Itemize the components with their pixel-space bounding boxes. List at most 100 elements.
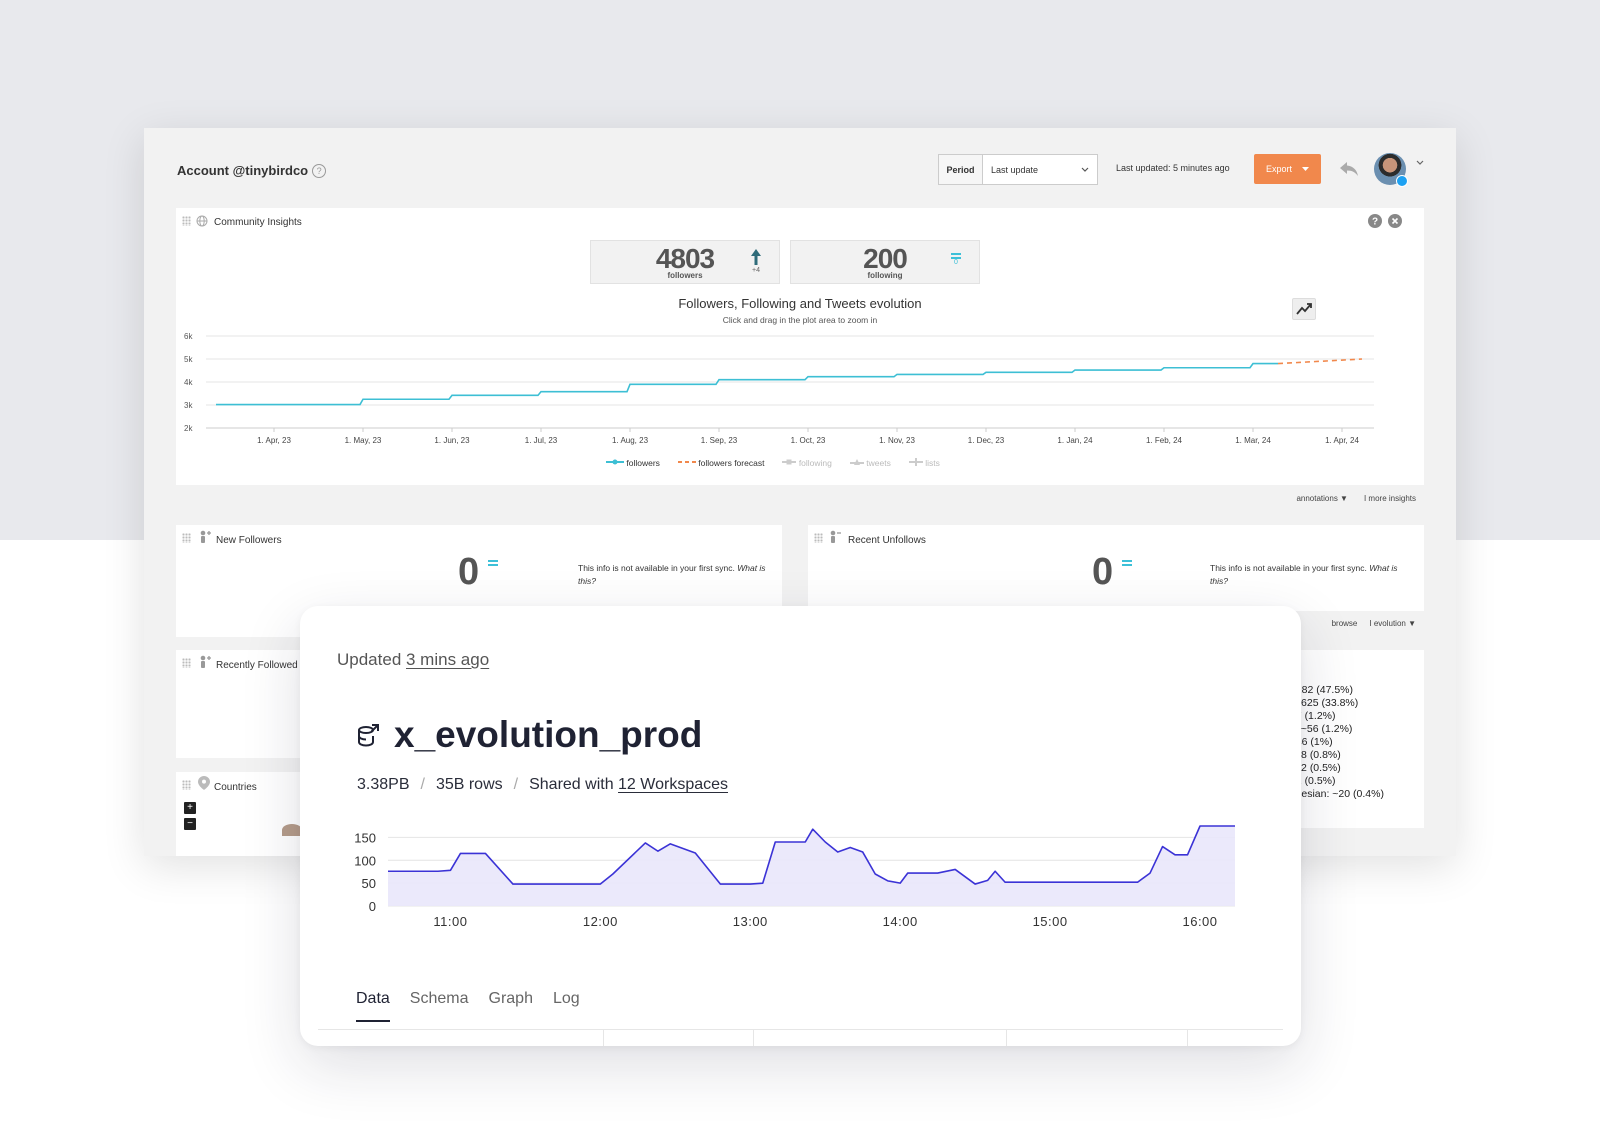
datasource-meta: 3.38PB / 35B rows / Shared with 12 Works… [357, 776, 728, 794]
panel-title: Recent Unfollows [848, 535, 926, 546]
y-tick-label: 50 [362, 876, 376, 891]
x-tick-label: 1. Jun, 23 [434, 436, 470, 445]
arrow-up-icon [751, 249, 761, 265]
tab-log[interactable]: Log [552, 990, 580, 1007]
info-message: This info is not available in your first… [1210, 563, 1367, 573]
browse-link[interactable]: browse [1331, 619, 1358, 628]
updated-prefix: Updated [337, 650, 406, 669]
tabs-divider [318, 1029, 1283, 1030]
y-tick-label: 2k [184, 424, 193, 433]
column-divider [753, 1030, 754, 1046]
dashboard-header: Account @tinybirdco? Period Last update … [144, 128, 1456, 208]
following-stat: 200 following 0 [790, 240, 980, 284]
updated-time-link[interactable]: 3 mins ago [406, 650, 490, 669]
datasource-tabs: Data Schema Graph Log [356, 990, 580, 1022]
drag-handle-icon[interactable] [182, 780, 191, 790]
x-tick-label: 13:00 [733, 914, 768, 929]
chevron-down-icon[interactable] [1416, 160, 1424, 166]
following-delta: 0 [954, 259, 958, 266]
twitter-bird-icon [1396, 175, 1408, 187]
x-tick-label: 1. Oct, 23 [791, 436, 826, 445]
x-tick-label: 1. Sep, 23 [701, 436, 738, 445]
export-button[interactable]: Export [1254, 154, 1321, 184]
what-is-this-link[interactable]: What is this? [1210, 563, 1398, 586]
legend-triangle-icon [849, 459, 864, 465]
footer-links: browse I evolution ▼ [1332, 619, 1416, 628]
drag-handle-icon[interactable] [182, 658, 191, 668]
y-tick-label: 4k [184, 378, 193, 387]
shared-prefix: Shared with [529, 776, 619, 793]
legend-item-tweets[interactable]: tweets [849, 458, 891, 468]
person-add-icon [200, 530, 211, 543]
legend-item-lists[interactable]: lists [908, 458, 940, 468]
x-tick-label: 1. Jan, 24 [1057, 436, 1093, 445]
map-zoom-out-button[interactable]: − [184, 818, 196, 830]
period-selector[interactable]: Period Last update [938, 154, 1098, 185]
chart-menu-button[interactable] [1292, 298, 1316, 320]
tab-schema[interactable]: Schema [409, 990, 469, 1007]
datasource-name: x_evolution_prod [394, 714, 703, 755]
footer-links: annotations ▼ I more insights [1296, 494, 1416, 503]
legend-label: following [798, 458, 832, 468]
legend-line-icon [606, 459, 624, 465]
legend-cross-icon [908, 458, 923, 466]
equal-icon [949, 249, 963, 259]
drag-handle-icon[interactable] [182, 216, 191, 226]
legend-item-following[interactable]: following [782, 458, 832, 468]
evolution-link[interactable]: I evolution ▼ [1369, 619, 1416, 628]
ingestion-chart[interactable]: 150 100 50 0 11:00 12:00 13:00 14:00 15:00 16:00 [340, 824, 1260, 934]
map-landmass [282, 824, 302, 836]
x-tick-label: 1. Feb, 24 [1146, 436, 1183, 445]
recent-unfollows-count: 0 [1092, 551, 1114, 593]
y-tick-label: 3k [184, 401, 193, 410]
y-tick-label: 0 [369, 899, 376, 914]
help-icon[interactable]: ? [1368, 214, 1382, 228]
period-dropdown[interactable]: Last update [983, 155, 1097, 184]
annotations-link[interactable]: annotations ▼ [1296, 494, 1348, 503]
new-followers-count: 0 [458, 551, 480, 593]
equal-icon [1122, 560, 1132, 568]
followers-stat: 4803 followers +4 [590, 240, 780, 284]
drag-handle-icon[interactable] [814, 533, 823, 543]
last-updated-text: Last updated: 5 minutes ago [1116, 163, 1230, 173]
followers-chart[interactable]: 6k 5k 4k 3k 2k 1. Apr, 23 1. May, 23 1. Jun, 23… [176, 326, 1424, 452]
x-tick-label: 1. Jul, 23 [525, 436, 558, 445]
legend-square-icon [782, 459, 797, 465]
panel-title: Recently Followed [216, 660, 298, 671]
legend-label: tweets [866, 458, 891, 468]
x-tick-label: 1. Dec, 23 [968, 436, 1005, 445]
reply-icon[interactable] [1339, 161, 1359, 177]
community-insights-panel: Community Insights ? 4803 followers +4 2… [176, 208, 1424, 511]
tab-data[interactable]: Data [356, 990, 390, 1022]
x-tick-label: 14:00 [883, 914, 918, 929]
legend-item-followers[interactable]: followers [606, 458, 660, 468]
area-fill [388, 826, 1235, 906]
close-icon[interactable] [1388, 214, 1402, 228]
y-tick-label: 5k [184, 355, 193, 364]
legend-label: followers [626, 458, 660, 468]
datasource-size: 3.38PB [357, 776, 410, 793]
help-icon[interactable]: ? [312, 164, 327, 178]
x-tick-label: 11:00 [433, 914, 467, 929]
period-value: Last update [991, 164, 1039, 175]
datasource-icon [358, 724, 379, 747]
more-insights-link[interactable]: I more insights [1363, 494, 1416, 503]
followers-trend: +4 [749, 249, 763, 274]
legend-item-forecast[interactable]: followers forecast [677, 458, 765, 468]
updated-text: Updated 3 mins ago [337, 650, 489, 670]
forecast-series-line [1277, 358, 1363, 365]
legend-label: followers forecast [698, 458, 765, 468]
chart-legend: followers followers forecast following t… [606, 458, 940, 468]
what-is-this-link[interactable]: What is this? [578, 563, 766, 586]
drag-handle-icon[interactable] [182, 533, 191, 543]
datasource-rows: 35B rows [435, 776, 503, 793]
info-text: This info is not available in your first… [578, 562, 768, 588]
export-label: Export [1265, 164, 1292, 174]
workspaces-link[interactable]: 12 Workspaces [618, 776, 729, 793]
period-label: Period [939, 155, 983, 184]
x-tick-label: 12:00 [583, 914, 618, 929]
map-pin-icon [198, 776, 210, 790]
tab-graph[interactable]: Graph [488, 990, 533, 1007]
x-tick-label: 1. Mar, 24 [1235, 436, 1271, 445]
map-zoom-in-button[interactable]: + [184, 802, 196, 814]
